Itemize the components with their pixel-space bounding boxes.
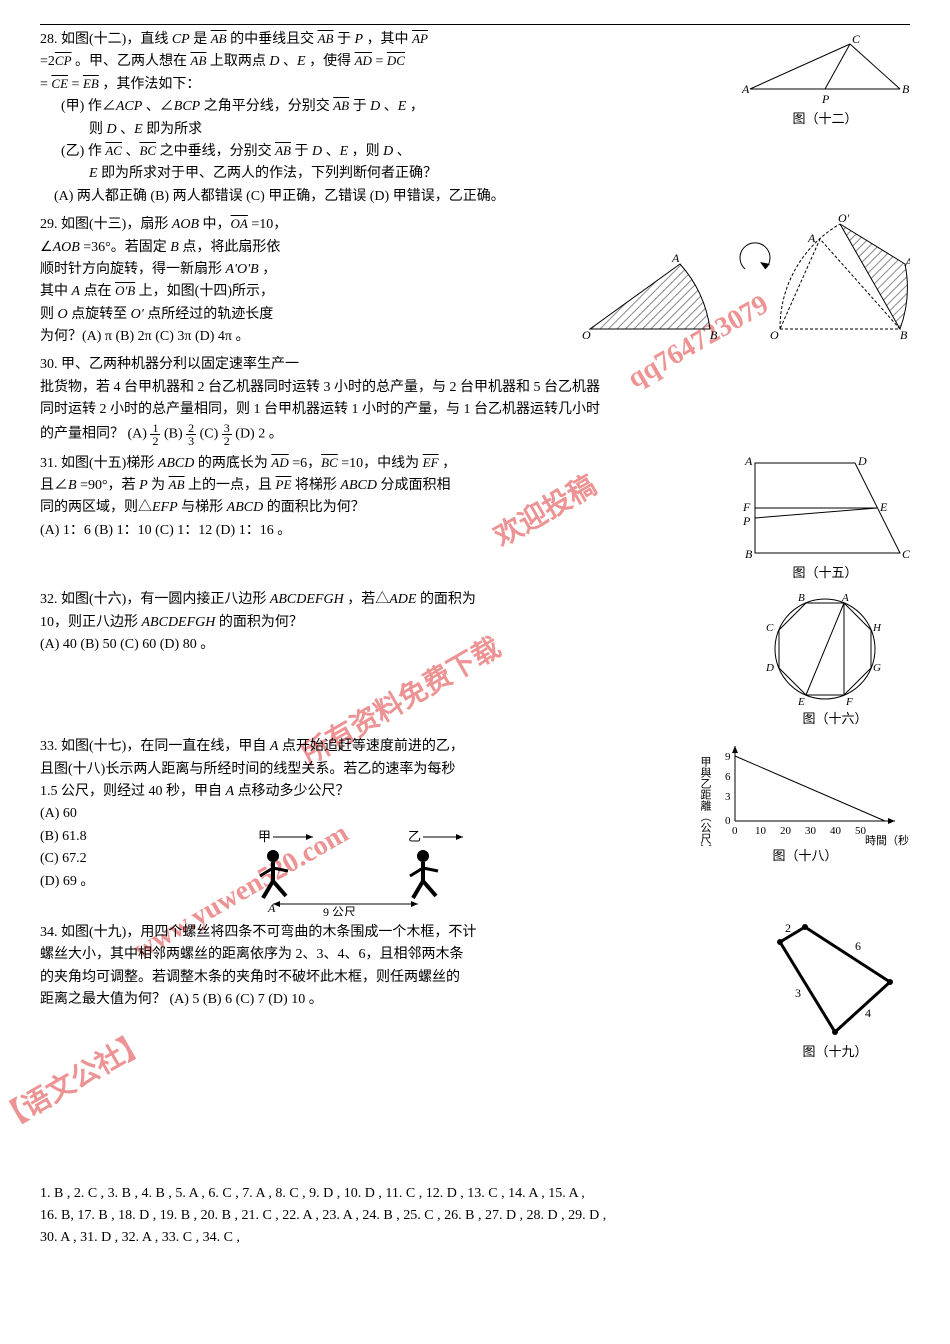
question-31: A D B C F E P 图（十五） 31. 如图(十五)梯形 ABCD 的两… (40, 453, 910, 584)
q28-options: (A) 两人都正确 (B) 两人都错误 (C) 甲正确，乙错误 (D) 甲错误，… (40, 186, 910, 208)
q33-opt-b: (B) 61.8 (40, 826, 94, 848)
figure-12: A B C P (740, 29, 910, 109)
svg-text:B: B (745, 547, 753, 561)
q33-num: 33. (40, 739, 58, 754)
question-30: 30. 甲、乙两种机器分利以固定速率生产一 批货物，若 4 台甲机器和 2 台乙… (40, 354, 910, 446)
figure-15-label: 图（十五） (740, 563, 910, 584)
frac-a: 12 (150, 422, 160, 447)
svg-text:H: H (872, 622, 882, 634)
figure-15: A D B C F E P (740, 453, 910, 563)
svg-text:B: B (900, 328, 908, 342)
svg-text:6: 6 (855, 939, 861, 953)
question-28: A B C P 图（十二） 28. 如图(十二)，直线 CP 是 AB 的中垂线… (40, 29, 910, 208)
svg-text:A: A (671, 251, 680, 265)
svg-text:D: D (857, 454, 867, 468)
q32-num: 32. (40, 592, 58, 607)
svg-text:D: D (765, 662, 774, 674)
question-29: O B A O B A O' A' 29. 如图(十三)，扇形 AOB 中，OA… (40, 214, 910, 348)
svg-text:乙: 乙 (408, 829, 421, 844)
svg-text:A: A (267, 901, 276, 915)
q29-options: 为何？(A) π (B) 2π (C) 3π (D) 4π 。 (40, 329, 249, 344)
figure-16: A H G F E D C B (760, 589, 890, 709)
figure-16-label: 图（十六） (760, 709, 910, 730)
figure-18-label: 图（十八） (700, 846, 910, 867)
svg-text:F: F (845, 696, 853, 708)
question-32: A H G F E D C B 图（十六） 32. 如图(十六)，有一圆内接正八… (40, 589, 910, 730)
svg-text:9: 9 (725, 751, 731, 763)
q33-opt-d: (D) 69 。 (40, 871, 94, 893)
q34-options: 距离之最大值为何？ (A) 5 (B) 6 (C) 7 (D) 10 。 (40, 992, 323, 1007)
figure-13-14: O B A O B A O' A' (570, 214, 910, 344)
figure-19-label: 图（十九） (760, 1042, 910, 1063)
q30-num: 30. (40, 357, 58, 372)
answers-line-2: 16. B, 17. B , 18. D , 19. B , 20. B , 2… (40, 1205, 910, 1227)
svg-text:O: O (582, 328, 591, 342)
answer-key: 1. B , 2. C , 3. B , 4. B , 5. A , 6. C … (40, 1183, 910, 1250)
svg-text:E: E (797, 696, 805, 708)
svg-text:A': A' (904, 255, 910, 269)
answers-line-3: 30. A , 31. D , 32. A , 33. C , 34. C , (40, 1227, 910, 1249)
svg-text:C: C (766, 622, 774, 634)
q34-num: 34. (40, 925, 58, 940)
svg-text:3: 3 (725, 791, 731, 803)
svg-text:9 公尺: 9 公尺 (323, 905, 356, 916)
q28-num: 28. (40, 32, 58, 47)
question-34: 2 6 4 3 图（十九） 34. 如图(十九)，用四个螺丝将四条不可弯曲的木条… (40, 922, 910, 1063)
svg-text:A: A (741, 82, 750, 96)
svg-text:甲: 甲 (258, 829, 271, 844)
svg-text:0: 0 (725, 815, 731, 827)
svg-text:E: E (879, 500, 888, 514)
svg-text:A: A (744, 454, 753, 468)
svg-text:10: 10 (755, 825, 767, 837)
svg-text:O: O (770, 328, 779, 342)
svg-text:0: 0 (732, 825, 738, 837)
q29-num: 29. (40, 217, 58, 232)
svg-text:4: 4 (865, 1006, 871, 1020)
answers-line-1: 1. B , 2. C , 3. B , 4. B , 5. A , 6. C … (40, 1183, 910, 1205)
svg-text:6: 6 (725, 771, 731, 783)
svg-text:20: 20 (780, 825, 792, 837)
svg-text:甲與乙距離（公尺）: 甲與乙距離（公尺） (700, 756, 712, 846)
q33-opt-c: (C) 67.2 (40, 848, 94, 870)
figure-17: 甲 乙 A 9 公尺 (218, 826, 478, 916)
svg-text:P: P (821, 92, 830, 106)
svg-text:B: B (902, 82, 910, 96)
svg-text:G: G (873, 662, 881, 674)
svg-text:40: 40 (830, 825, 842, 837)
svg-text:2: 2 (785, 922, 791, 935)
frac-b: 23 (186, 422, 196, 447)
svg-text:3: 3 (795, 986, 801, 1000)
svg-text:B: B (710, 328, 718, 342)
svg-text:C: C (852, 32, 861, 46)
q32-options: (A) 40 (B) 50 (C) 60 (D) 80 。 (40, 637, 214, 652)
top-rule (40, 24, 910, 25)
q31-num: 31. (40, 456, 58, 471)
q31-options: (A) 1：6 (B) 1：10 (C) 1：12 (D) 1：16 。 (40, 523, 291, 538)
svg-text:C: C (902, 547, 910, 561)
question-33: 9 6 3 0 0 10 20 30 40 50 時間（秒） 甲與乙距離（公尺）… (40, 736, 910, 916)
svg-text:A: A (807, 231, 816, 245)
figure-19: 2 6 4 3 (760, 922, 900, 1042)
figure-18: 9 6 3 0 0 10 20 30 40 50 時間（秒） 甲與乙距離（公尺） (700, 736, 910, 846)
svg-text:時間（秒）: 時間（秒） (865, 833, 910, 846)
svg-text:A: A (841, 592, 849, 604)
svg-text:P: P (742, 514, 751, 528)
svg-text:F: F (742, 500, 751, 514)
svg-text:B: B (798, 592, 805, 604)
svg-text:30: 30 (805, 825, 817, 837)
figure-12-label: 图（十二） (740, 109, 910, 130)
frac-c: 32 (222, 422, 232, 447)
svg-text:O': O' (838, 214, 850, 225)
